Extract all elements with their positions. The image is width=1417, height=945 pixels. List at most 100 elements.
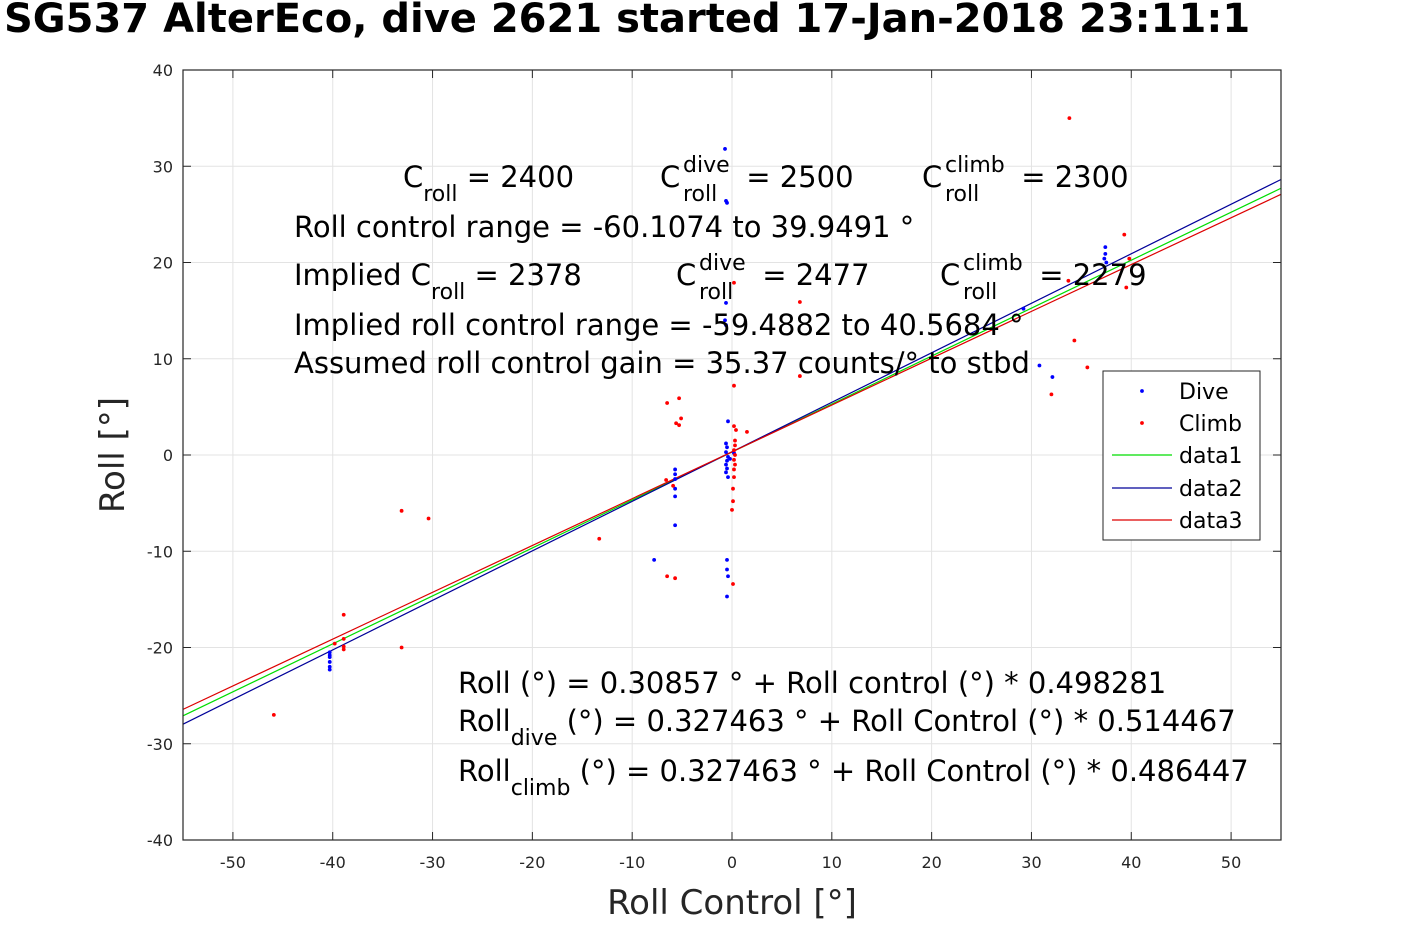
point-climb	[1066, 278, 1071, 283]
point-climb	[1124, 285, 1129, 290]
legend-label-dive: Dive	[1179, 380, 1229, 405]
point-dive	[726, 475, 730, 480]
point-dive	[327, 653, 332, 658]
y-tick-label: -10	[147, 542, 173, 561]
x-axis-label: Roll Control [°]	[607, 883, 857, 923]
point-dive	[327, 660, 332, 664]
point-dive	[327, 664, 332, 669]
point-dive	[1103, 245, 1108, 250]
point-dive	[725, 458, 729, 463]
point-dive	[724, 441, 728, 446]
point-dive	[673, 472, 678, 477]
point-dive	[726, 574, 730, 579]
point-climb	[665, 401, 670, 405]
point-dive	[724, 462, 728, 467]
legend: Dive Climb data1 data2 data3	[1102, 370, 1261, 541]
point-climb	[271, 712, 276, 717]
point-climb	[1085, 365, 1090, 370]
point-climb	[1049, 392, 1054, 397]
data-points	[271, 116, 1132, 717]
point-climb	[732, 475, 736, 480]
point-climb	[426, 516, 431, 521]
point-dive	[673, 523, 678, 528]
point-dive	[724, 301, 728, 305]
point-dive	[725, 445, 729, 450]
point-climb	[733, 443, 737, 448]
point-dive	[724, 323, 728, 327]
y-tick-label: 0	[163, 446, 173, 465]
x-tick-label: -40	[320, 853, 346, 872]
point-climb	[732, 457, 736, 462]
point-climb	[730, 507, 734, 512]
legend-marker-dive	[1140, 389, 1144, 393]
point-dive	[1103, 251, 1108, 256]
point-climb	[665, 574, 670, 579]
x-tick-label: -50	[220, 853, 246, 872]
point-climb	[671, 483, 676, 488]
point-dive	[725, 567, 729, 572]
point-dive	[1021, 306, 1026, 311]
roll-control-range-text: Roll control range = -60.1074 to 39.9491…	[294, 210, 914, 244]
y-tick-label: 20	[153, 254, 173, 273]
point-climb	[664, 478, 669, 482]
point-dive	[673, 494, 678, 499]
y-tick-label: -20	[147, 639, 173, 658]
legend-label-climb: Climb	[1179, 412, 1242, 437]
y-tick-label: -40	[147, 831, 173, 850]
fit-equation-dive: Rolldive (°) = 0.327463 ° + Roll Control…	[458, 704, 1236, 751]
c-roll-annotation: Croll = 2400	[403, 160, 574, 207]
legend-label-data1: data1	[1179, 444, 1243, 469]
point-dive	[1037, 363, 1042, 368]
implied-c-roll-annotation: Implied Croll = 2378	[294, 258, 582, 305]
x-tick-label: 10	[822, 853, 842, 872]
point-dive	[723, 318, 727, 323]
point-climb	[341, 647, 346, 652]
point-dive	[652, 558, 657, 562]
x-tick-label: 40	[1121, 853, 1141, 872]
y-tick-label: 10	[153, 350, 173, 369]
point-climb	[674, 421, 679, 426]
point-climb	[399, 645, 404, 650]
fit-lines	[183, 178, 1281, 725]
point-climb	[332, 641, 337, 646]
y-tick-label: -30	[147, 735, 173, 754]
legend-marker-climb	[1140, 421, 1144, 425]
point-climb	[1122, 232, 1127, 237]
legend-label-data2: data2	[1179, 477, 1243, 502]
point-dive	[725, 200, 729, 205]
x-tick-label: 50	[1221, 853, 1241, 872]
point-climb	[745, 430, 749, 434]
point-climb	[1067, 116, 1072, 121]
point-climb	[1127, 256, 1132, 261]
point-climb	[673, 576, 678, 581]
x-tick-label: 20	[921, 853, 941, 872]
point-dive	[1050, 375, 1055, 379]
point-climb	[732, 467, 736, 472]
y-axis-label: Roll [°]	[93, 397, 133, 513]
point-climb	[341, 636, 346, 641]
point-dive	[725, 466, 729, 471]
point-climb	[679, 416, 683, 421]
point-climb	[341, 612, 346, 617]
point-dive	[726, 419, 730, 424]
chart-title: SG537 AlterEco, dive 2621 started 17-Jan…	[4, 0, 1251, 42]
point-dive	[673, 467, 678, 472]
x-tick-label: 0	[727, 853, 737, 872]
implied-range-text: Implied roll control range = -59.4882 to…	[294, 308, 1024, 342]
point-climb	[732, 280, 736, 285]
point-dive	[724, 470, 728, 475]
point-climb	[731, 499, 735, 504]
point-climb	[399, 508, 404, 513]
point-climb	[732, 448, 736, 453]
fit-equation-climb: Rollclimb (°) = 0.327463 ° + Roll Contro…	[458, 754, 1249, 801]
point-dive	[724, 450, 728, 455]
gain-text: Assumed roll control gain = 35.37 counts…	[294, 346, 1030, 380]
point-dive	[1104, 260, 1109, 265]
point-dive	[725, 594, 729, 599]
point-climb	[677, 396, 681, 401]
point-dive	[1102, 256, 1107, 261]
point-climb	[732, 383, 736, 388]
